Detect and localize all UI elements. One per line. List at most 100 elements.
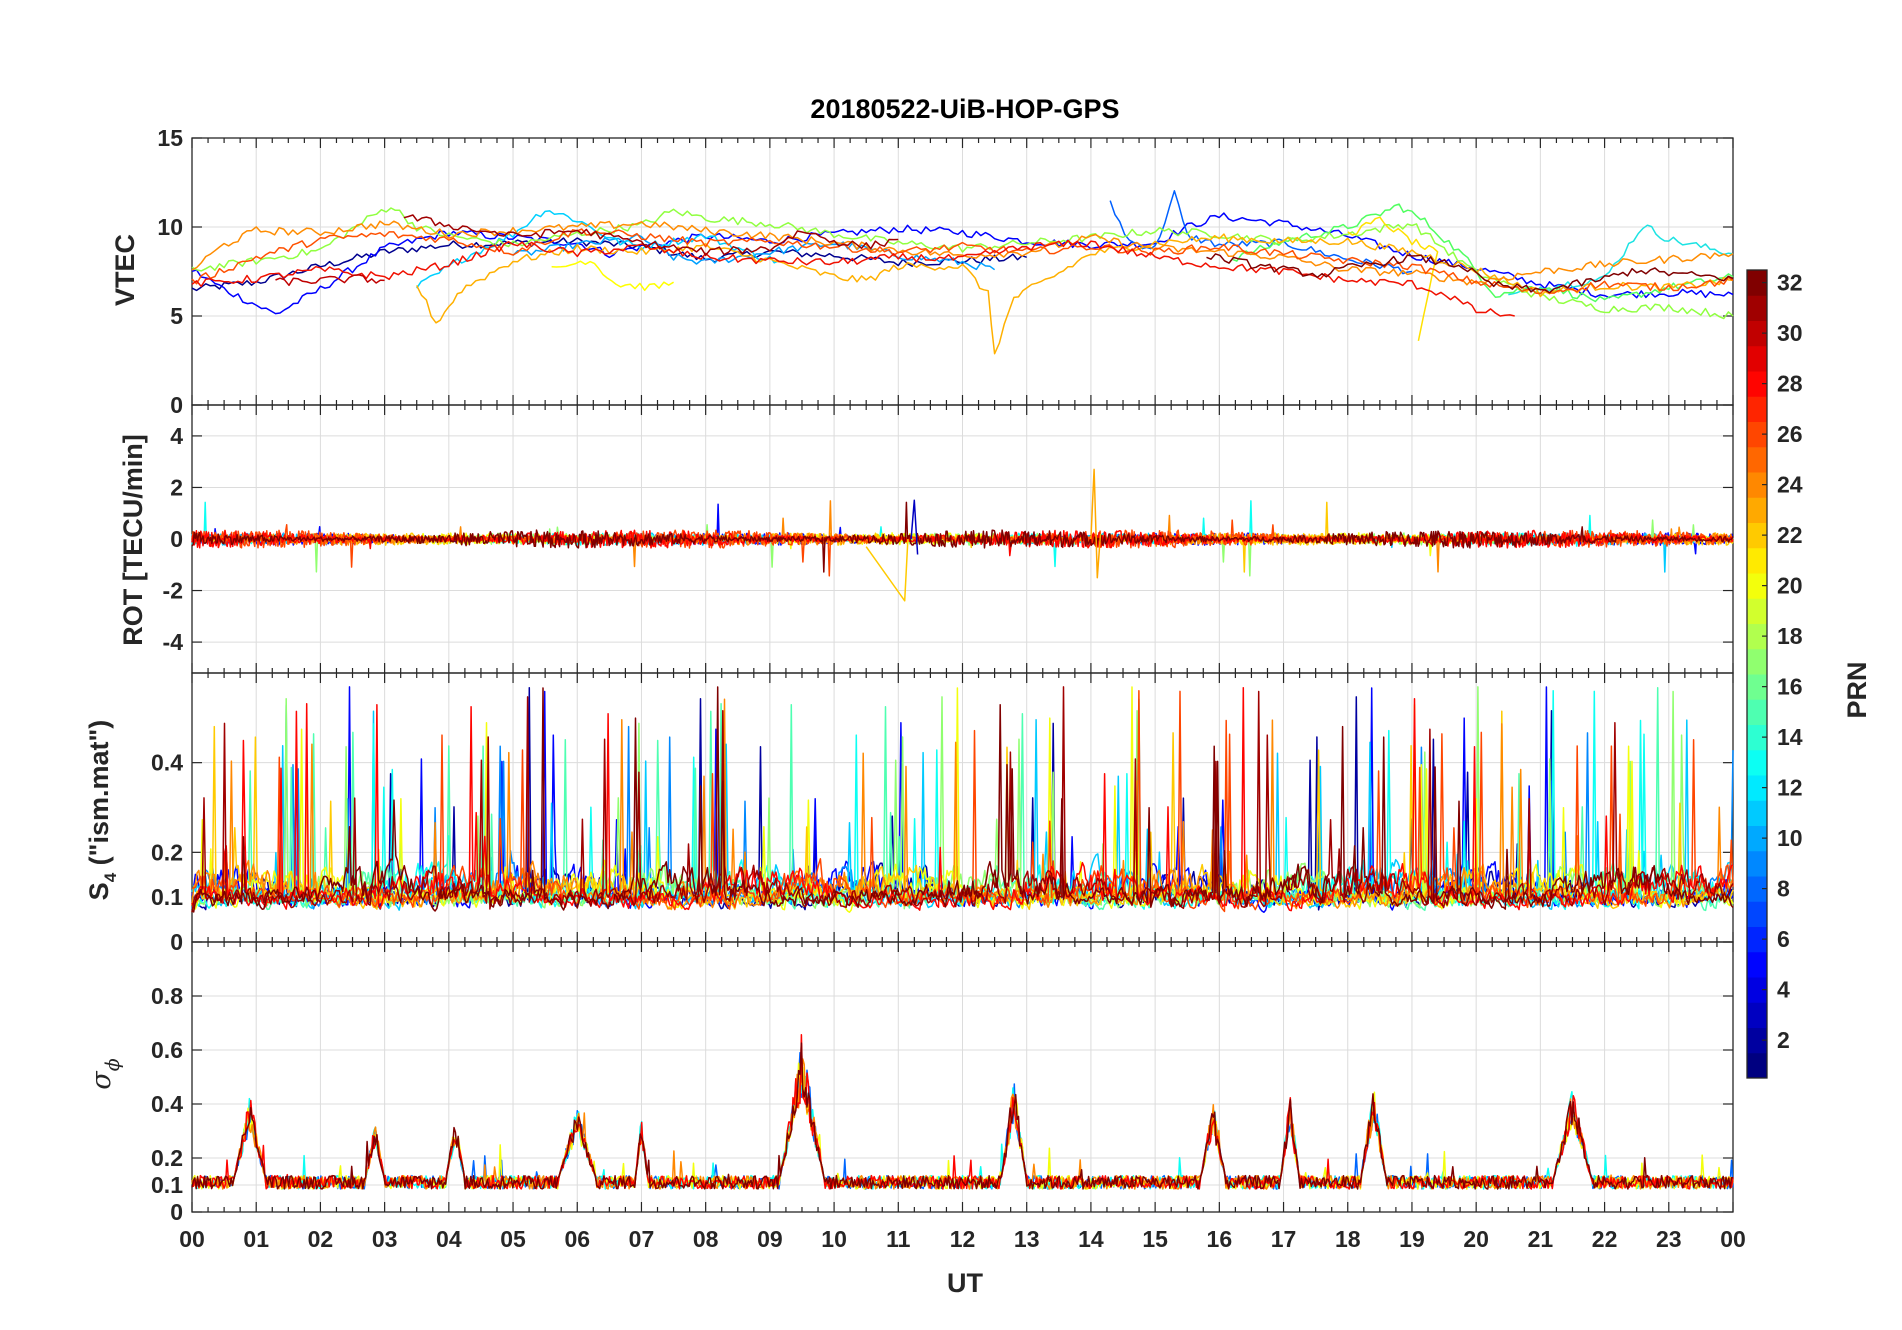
- colorbar-tick-label: 26: [1777, 421, 1803, 447]
- colorbar-segment: [1747, 371, 1767, 397]
- colorbar-segment: [1747, 573, 1767, 599]
- rot-trace-prn-28: [191, 529, 1734, 557]
- y-tick-label: 0.8: [151, 983, 183, 1009]
- vtec-trace-prn-26: [191, 228, 1734, 295]
- colorbar-segment: [1747, 547, 1767, 574]
- colorbar-frame: [1746, 269, 1768, 1079]
- colorbar-tick-label: 22: [1777, 522, 1803, 548]
- colorbar-tick-label: 8: [1777, 876, 1790, 902]
- x-tick-label: 00: [1720, 1226, 1746, 1252]
- vtec-ylabel: VTEC: [110, 234, 140, 306]
- x-tick-label: 00: [179, 1226, 205, 1252]
- x-tick-label: 21: [1528, 1226, 1554, 1252]
- x-tick-label: 05: [500, 1226, 526, 1252]
- rot-excursion-prn-3: [910, 499, 919, 555]
- colorbar-tick-label: 32: [1777, 270, 1803, 296]
- rot-excursion-prn-22: [865, 538, 909, 602]
- x-tick-label: 09: [757, 1226, 783, 1252]
- s4-ylabel: S4 ("ism.mat"): [84, 720, 120, 901]
- y-tick-label: 0.2: [151, 839, 183, 865]
- x-tick-label: 01: [243, 1226, 269, 1252]
- vtec-trace-prn-28: [191, 239, 1515, 317]
- colorbar-segment: [1747, 876, 1767, 902]
- x-tick-label: 22: [1592, 1226, 1618, 1252]
- chart-title: 20180522-UiB-HOP-GPS: [810, 94, 1119, 124]
- y-tick-label: -2: [163, 578, 183, 604]
- colorbar-segment: [1747, 497, 1767, 523]
- y-tick-label: 2: [170, 474, 183, 500]
- x-tick-label: 23: [1656, 1226, 1682, 1252]
- vtec-trace-prn-11: [512, 233, 996, 271]
- colorbar-tick-label: 12: [1777, 775, 1803, 801]
- colorbar-segment: [1747, 421, 1767, 448]
- colorbar-segment: [1747, 648, 1767, 675]
- y-tick-label: 0.1: [151, 1172, 183, 1198]
- vtec-trace-prn-30: [275, 274, 385, 287]
- colorbar-segment: [1747, 270, 1767, 296]
- vtec-trace-prn-2: [191, 237, 1027, 292]
- s4-ylabel-main: S: [84, 882, 114, 900]
- colorbar-tick-label: 20: [1777, 573, 1803, 599]
- colorbar-segment: [1747, 901, 1767, 927]
- s4-trace-prn-31: [191, 686, 1734, 913]
- x-tick-label: 03: [372, 1226, 398, 1252]
- vtec-trace-prn-31: [403, 214, 899, 257]
- colorbar-segment: [1747, 396, 1767, 422]
- x-tick-label: 14: [1078, 1226, 1104, 1252]
- colorbar-segment: [1747, 699, 1767, 725]
- colorbar-segment: [1747, 623, 1767, 650]
- rot-traces: [191, 468, 1734, 602]
- colorbar-segment: [1747, 926, 1767, 953]
- sigma-traces: [191, 1034, 1734, 1190]
- vtec-trace-prn-20: [551, 260, 674, 292]
- s4-ylabel-rest: ("ism.mat"): [84, 720, 114, 873]
- colorbar-tick-label: 16: [1777, 674, 1803, 700]
- s4-ylabel-sub: 4: [101, 872, 120, 882]
- colorbar-segment: [1747, 850, 1767, 877]
- sigma-trace-prn-32: [191, 1042, 1734, 1190]
- colorbar-tick-label: 28: [1777, 371, 1803, 397]
- colorbar-tick-label: 10: [1777, 825, 1803, 851]
- s4-traces: [191, 686, 1734, 913]
- colorbar-segment: [1747, 749, 1767, 776]
- vtec-trace-prn-32: [1206, 253, 1734, 294]
- s4-trace-prn-32: [191, 686, 1734, 913]
- x-tick-label: 08: [693, 1226, 719, 1252]
- x-tick-label: 02: [308, 1226, 334, 1252]
- colorbar-segment: [1747, 951, 1767, 978]
- colorbar-label: PRN: [1842, 661, 1872, 718]
- x-tick-label: 18: [1335, 1226, 1361, 1252]
- y-tick-label: 0.6: [151, 1037, 183, 1063]
- colorbar-tick-label: 30: [1777, 320, 1803, 346]
- colorbar-segment: [1747, 295, 1767, 321]
- colorbar-segment: [1747, 345, 1767, 372]
- vtec-trace-prn-20: [1347, 216, 1439, 342]
- colorbar-segment: [1747, 320, 1767, 347]
- colorbar-tick-label: 2: [1777, 1027, 1790, 1053]
- y-tick-label: -4: [163, 629, 184, 655]
- sigma-panel: 00.10.2 0.4 0.6 0.8 00 01 02 03 04 05 06 07 08 09 10 11…: [151, 941, 1746, 1252]
- x-tick-label: 06: [564, 1226, 590, 1252]
- colorbar-tick-label: 24: [1777, 472, 1803, 498]
- x-tick-label: 19: [1399, 1226, 1425, 1252]
- y-tick-label: 0.1: [151, 884, 183, 910]
- rot-ylabel: ROT [TECU/min]: [118, 434, 148, 645]
- colorbar-segment: [1747, 977, 1767, 1003]
- sigma-ylabel-sub: ϕ: [102, 1058, 124, 1071]
- x-tick-label: 17: [1271, 1226, 1297, 1252]
- y-tick-label: 0.4: [151, 1091, 183, 1117]
- colorbar-segment: [1747, 1027, 1767, 1054]
- y-tick-label: 0: [170, 526, 183, 552]
- x-tick-label: 20: [1463, 1226, 1489, 1252]
- vtec-trace-prn-24: [191, 220, 1734, 286]
- y-tick-label: 10: [157, 214, 183, 240]
- y-tick-label: 15: [157, 125, 183, 151]
- colorbar-segment: [1747, 1002, 1767, 1028]
- x-tick-label: 07: [629, 1226, 655, 1252]
- colorbar-segment: [1747, 598, 1767, 624]
- sigma-ylabel: σϕ: [86, 1058, 124, 1089]
- x-tick-label: 13: [1014, 1226, 1040, 1252]
- rot-excursion-prn-23: [1090, 468, 1102, 579]
